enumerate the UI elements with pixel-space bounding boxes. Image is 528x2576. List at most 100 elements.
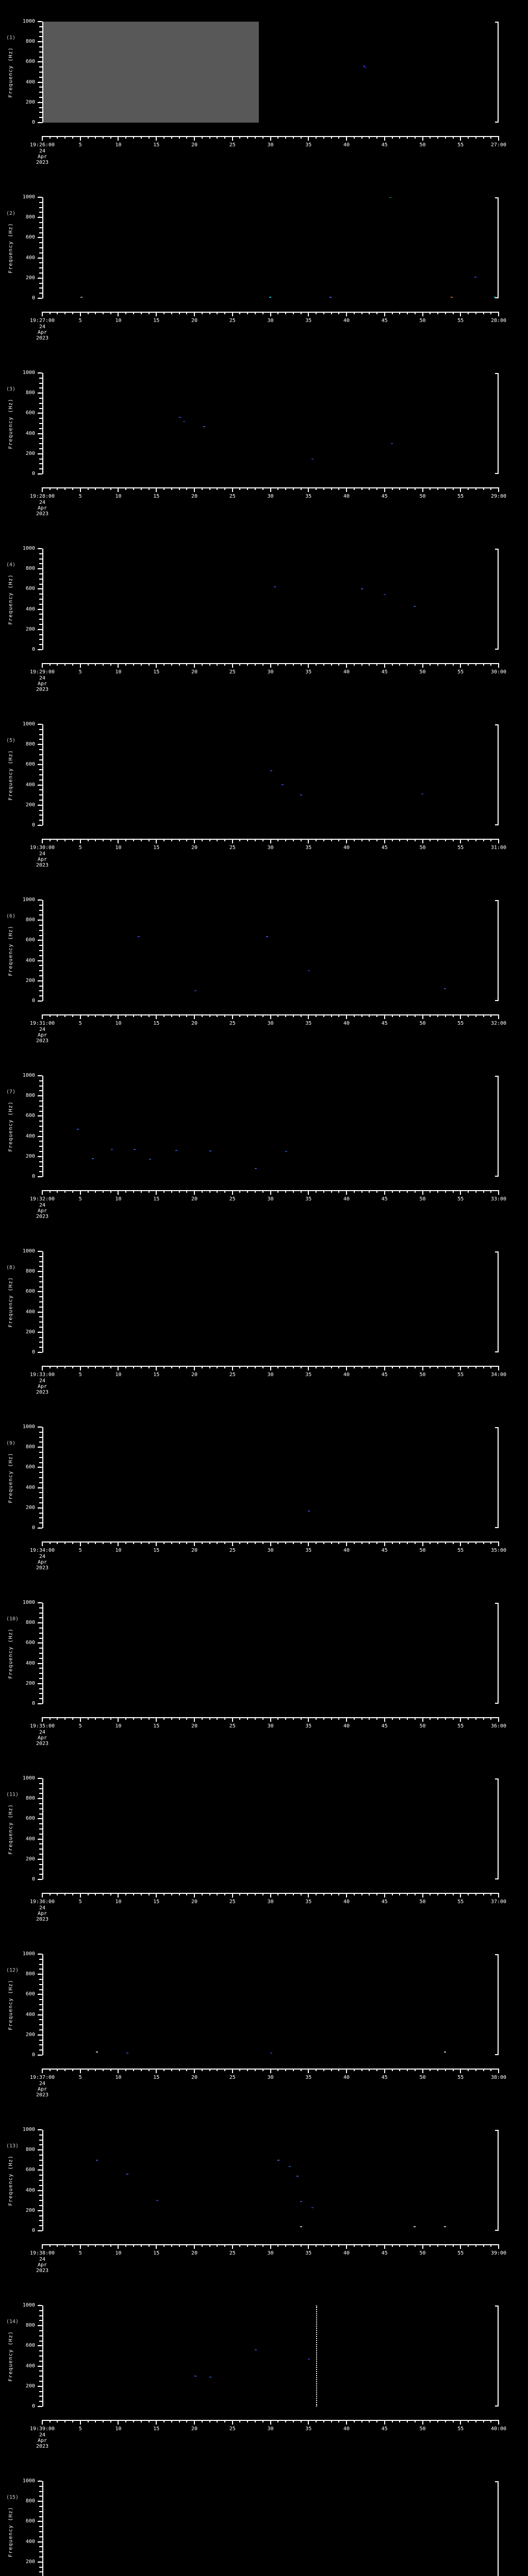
x-tick — [391, 663, 393, 666]
x-tick — [49, 839, 51, 841]
x-tick — [133, 312, 134, 314]
x-tick — [270, 312, 271, 316]
y-axis-ticks: 0 -200 -400 -600 -800 -1000 - — [0, 546, 42, 652]
x-tick — [391, 2244, 393, 2247]
x-tick — [277, 2244, 279, 2247]
y-tick-minor — [39, 1462, 42, 1463]
x-tick — [163, 1541, 164, 1544]
x-tick — [430, 2069, 431, 2071]
x-tick — [422, 487, 423, 492]
x-tick — [186, 487, 188, 490]
x-tick — [422, 2244, 423, 2249]
y-tick-major — [38, 1778, 42, 1779]
x-tick — [102, 1893, 104, 1895]
x-tick — [125, 2244, 127, 2247]
data-point — [111, 1149, 113, 1150]
x-tick — [42, 1190, 43, 1195]
x-tick — [133, 839, 134, 841]
y-tick-major — [38, 900, 42, 901]
x-tick — [414, 312, 416, 314]
y-axis-right-spine — [498, 1427, 499, 1528]
x-tick — [338, 1190, 340, 1193]
x-tick — [255, 1893, 256, 1895]
x-tick-label: 20 — [191, 2250, 198, 2256]
y-tick-minor — [39, 1472, 42, 1473]
x-tick-label: 5 — [78, 845, 82, 851]
y-tick-minor — [39, 583, 42, 585]
x-tick — [483, 1190, 484, 1193]
y-tick-label: 200 - — [25, 2207, 41, 2213]
y-tick-major — [38, 2034, 42, 2036]
y-tick-minor — [39, 970, 42, 972]
x-tick — [285, 487, 286, 490]
x-tick — [140, 663, 142, 666]
x-tick — [437, 1893, 438, 1895]
x-tick — [475, 1366, 476, 1368]
x-tick — [361, 1190, 362, 1193]
x-tick — [232, 1190, 233, 1195]
x-tick — [79, 487, 81, 492]
y-tick-minor — [39, 1693, 42, 1694]
x-tick-label: 30 — [267, 2426, 274, 2432]
x-tick — [232, 1893, 233, 1897]
y-tick-minor — [39, 1286, 42, 1287]
x-tick-label: 40 — [343, 2075, 350, 2080]
x-tick — [255, 312, 256, 314]
plot-data-area: MERCURY — [43, 2306, 498, 2406]
x-tick — [255, 839, 256, 841]
x-tick — [475, 1717, 476, 1720]
x-tick-label: 35 — [305, 2075, 312, 2080]
y-tick-major — [38, 940, 42, 941]
y-axis-left-spine — [42, 1076, 43, 1177]
x-tick — [452, 1366, 454, 1368]
y-tick-minor — [39, 2155, 42, 2156]
x-tick-label: 45 — [381, 1899, 388, 1905]
y-tick-minor — [39, 1431, 42, 1433]
x-tick — [148, 487, 150, 490]
x-tick-label: 15 — [153, 1899, 160, 1905]
x-tick — [262, 1366, 263, 1368]
y-tick-minor — [39, 1673, 42, 1674]
x-axis — [42, 839, 499, 844]
y-tick-minor — [39, 1999, 42, 2001]
x-tick — [483, 136, 484, 139]
x-tick — [292, 663, 294, 666]
x-tick — [292, 1366, 294, 1368]
x-tick — [376, 1014, 377, 1017]
x-tick — [87, 1893, 89, 1895]
y-tick-minor — [39, 1843, 42, 1845]
x-tick — [186, 663, 188, 666]
x-tick — [87, 1190, 89, 1193]
x-axis-labels: 19:31:00 5 10 15 20 25 30 35 40 45 50 55 32:00 — [30, 1021, 506, 1028]
y-tick-major — [38, 197, 42, 198]
x-tick — [201, 839, 203, 841]
y-tick-label: 200 - — [25, 977, 41, 984]
x-tick — [171, 487, 172, 490]
spectrogram-panel: (3) Frequency (Hz) 0 -200 -400 -600 -800 -… — [0, 354, 528, 530]
plot-data-area — [43, 373, 498, 474]
x-tick — [262, 1717, 263, 1720]
y-tick-label: 0 - — [31, 295, 41, 301]
x-tick — [148, 1541, 150, 1544]
x-tick — [262, 136, 263, 139]
x-tick — [384, 1893, 385, 1897]
x-tick — [323, 1366, 324, 1368]
y-tick-major — [38, 237, 42, 239]
x-tick-label: 5 — [78, 2075, 82, 2080]
x-axis-labels: 19:26:00 5 10 15 20 25 30 35 40 45 50 55 27:00 — [30, 142, 506, 149]
x-tick-label: 5 — [78, 1899, 82, 1905]
x-tick — [353, 487, 355, 490]
x-tick — [468, 1190, 469, 1193]
data-point — [77, 1128, 79, 1130]
x-tick — [224, 1717, 225, 1720]
x-tick — [125, 1014, 127, 1017]
x-tick — [57, 1893, 58, 1895]
x-tick — [331, 312, 332, 314]
x-tick — [414, 1893, 416, 1895]
x-tick — [498, 1717, 499, 1722]
x-tick — [384, 2069, 385, 2073]
y-tick-minor — [39, 242, 42, 244]
x-tick — [308, 136, 309, 141]
y-tick-major — [38, 1954, 42, 1955]
y-tick-minor — [39, 809, 42, 811]
